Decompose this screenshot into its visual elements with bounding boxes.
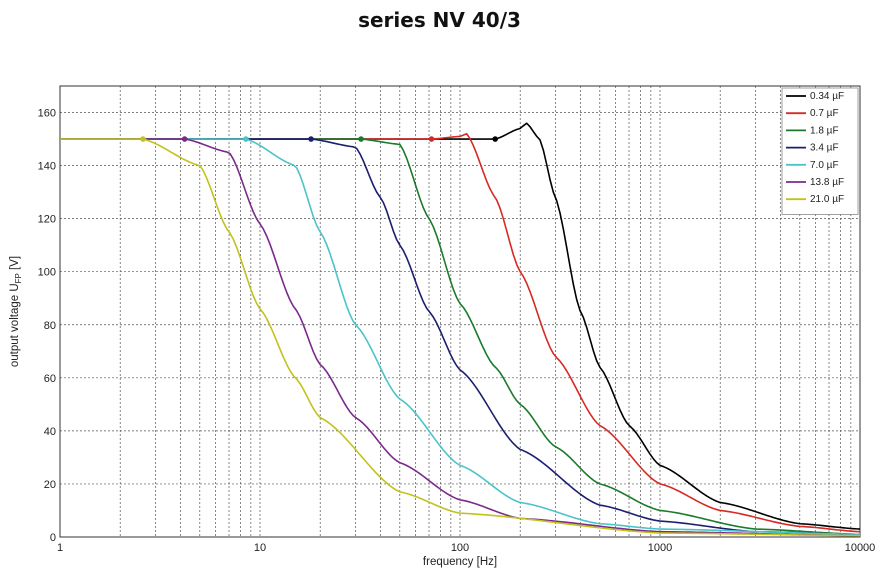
x-tick-label: 10000 (845, 542, 876, 554)
legend-entry-label: 1.8 µF (810, 125, 839, 136)
y-axis-label-unit: [V] (9, 256, 21, 273)
plot-frame (59, 85, 861, 538)
grid-lines (60, 86, 860, 537)
series-marker-point (492, 136, 499, 142)
legend-box (781, 87, 859, 215)
y-tick-label: 20 (44, 479, 56, 491)
y-tick-label: 120 (38, 214, 56, 226)
x-axis-label: frequency [Hz] (423, 556, 497, 568)
x-tick-label: 1000 (648, 542, 672, 554)
series-marker-point (243, 136, 249, 142)
legend-entry-label: 3.4 µF (810, 143, 839, 154)
series-lines (60, 122, 861, 537)
series-marker-point (428, 136, 435, 142)
legend-entry-label: 13.8 µF (810, 177, 844, 188)
series-marker-point (358, 136, 364, 142)
x-tick-label: 1 (57, 542, 63, 554)
legend-entry-label: 7.0 µF (810, 160, 839, 171)
series-line (60, 138, 861, 537)
x-tick-label: 10 (254, 542, 266, 554)
chart-title: series NV 40/3 (358, 8, 521, 32)
y-tick-label: 60 (44, 373, 56, 385)
legend-entry-label: 21.0 µF (810, 194, 844, 205)
series-line (60, 138, 861, 536)
series-marker-point (308, 136, 314, 142)
legend-entry-label: 0.7 µF (810, 108, 839, 119)
legend-entry-label: 0.34 µF (810, 91, 844, 102)
y-axis-label: output voltage UFP [V] (9, 256, 23, 367)
y-tick-label: 100 (38, 267, 56, 279)
series-line (60, 132, 861, 533)
y-tick-label: 160 (38, 108, 56, 120)
y-tick-label: 0 (50, 532, 56, 544)
series-marker-point (140, 136, 146, 142)
y-tick-label: 40 (44, 426, 56, 438)
legend: 0.34 µF 0.7 µF 1.8 µF 3.4 µF 7.0 µF 13.8 µF 21… (781, 87, 859, 215)
y-tick-label: 140 (38, 161, 56, 173)
series-line (60, 138, 861, 537)
y-axis-label-main: output voltage U (9, 283, 21, 367)
x-tick-label: 100 (451, 542, 469, 554)
series-marker-point (181, 136, 188, 142)
y-axis-label-subscript: FP (14, 273, 23, 283)
tick-labels: 1 10 100 1000 10000 0 20 40 60 80 100 120 140 160 (38, 108, 876, 554)
y-tick-label: 80 (44, 320, 56, 332)
